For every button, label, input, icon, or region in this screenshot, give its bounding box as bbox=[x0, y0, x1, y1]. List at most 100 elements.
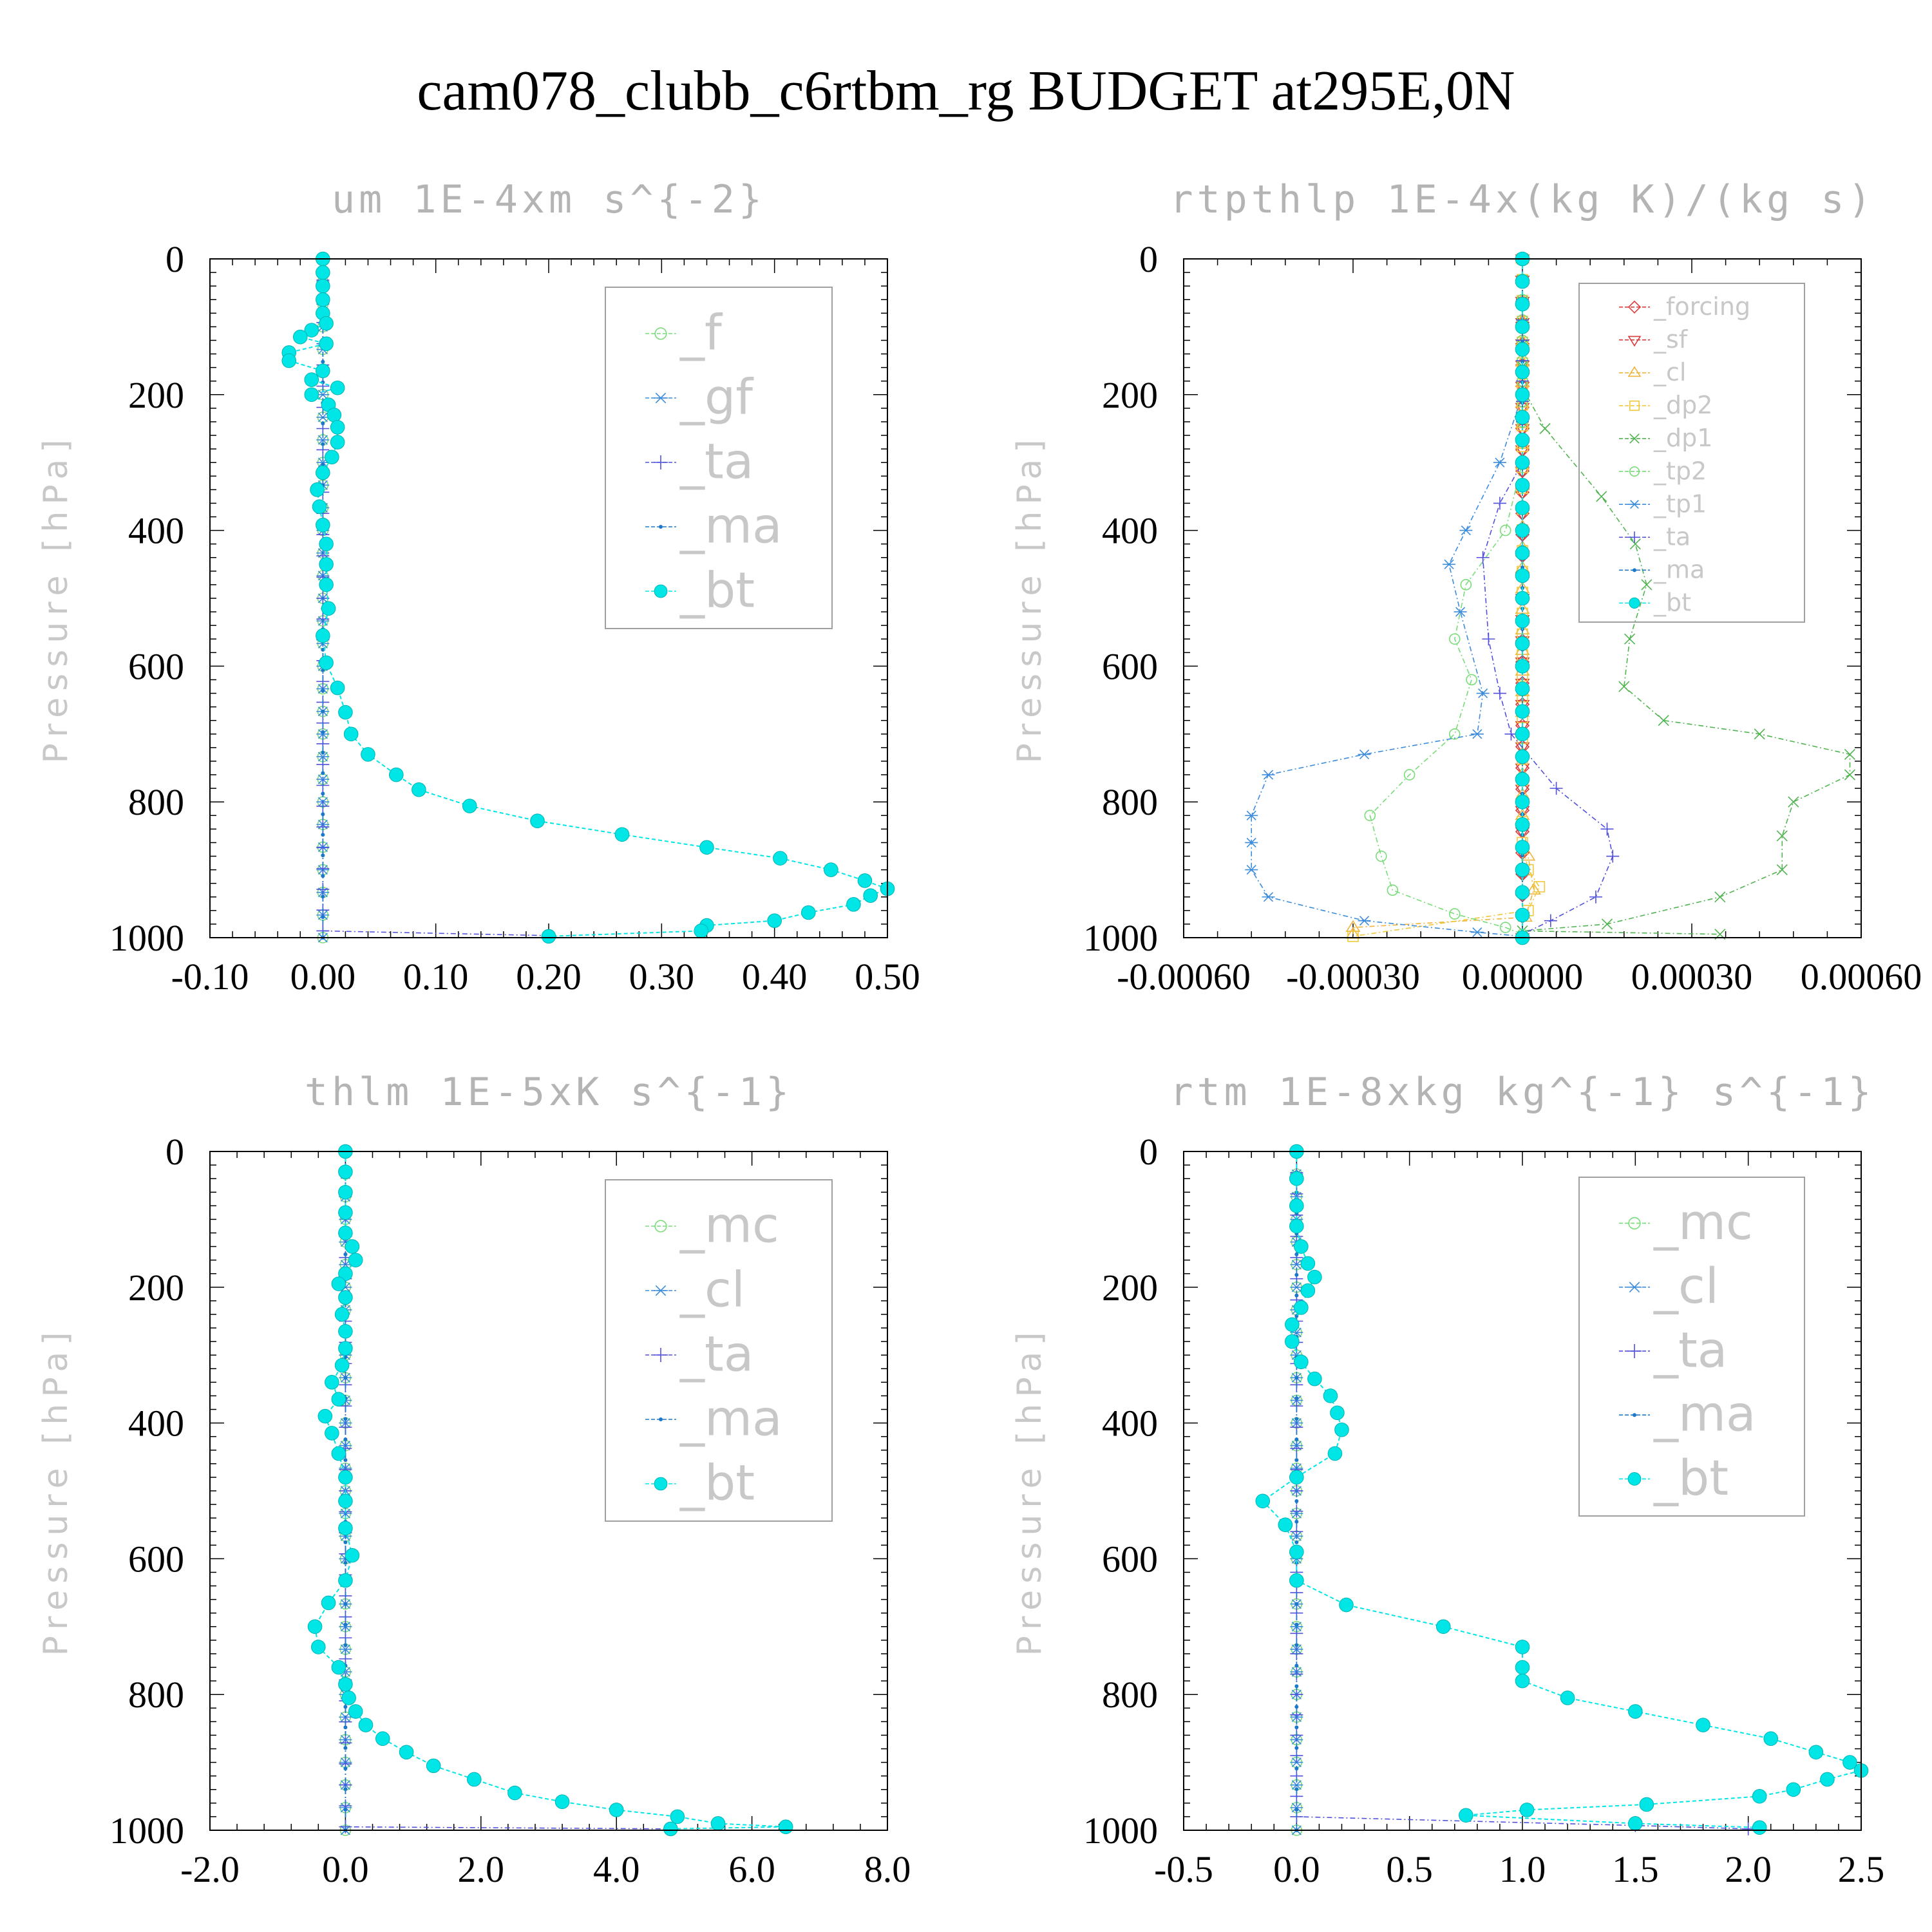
x-tick-label: 0.0 bbox=[1273, 1848, 1320, 1890]
legend-frame bbox=[1578, 283, 1805, 623]
data-point bbox=[1493, 687, 1506, 700]
data-point bbox=[1294, 1458, 1299, 1463]
legend-label: _dp2 bbox=[1653, 391, 1712, 419]
legend: _forcing _sf _cl _dp2 _dp1 _tp2 _tp1 _ta _ma _bt bbox=[1578, 283, 1805, 623]
data-point bbox=[321, 688, 325, 693]
data-point bbox=[1515, 885, 1530, 900]
data-point bbox=[1294, 1787, 1299, 1792]
data-point bbox=[325, 1426, 339, 1441]
data-point bbox=[319, 655, 334, 670]
data-point bbox=[1754, 728, 1765, 740]
data-point bbox=[316, 465, 330, 480]
data-point bbox=[1499, 922, 1511, 933]
data-point bbox=[1435, 1619, 1451, 1634]
panel-title: rtm 1E-8xkg kg^{-1} s^{-1} bbox=[1170, 1070, 1875, 1115]
data-point bbox=[338, 1493, 353, 1509]
data-point bbox=[1289, 1171, 1304, 1186]
y-tick-label: 400 bbox=[1102, 1403, 1158, 1444]
legend-item: _cl bbox=[1619, 1257, 1719, 1314]
data-point bbox=[1307, 1371, 1322, 1387]
legend-label: _f bbox=[679, 303, 723, 361]
legend-label: _ma bbox=[1653, 555, 1705, 583]
data-point bbox=[1294, 1376, 1299, 1380]
data-point bbox=[316, 292, 330, 307]
data-point bbox=[307, 1619, 323, 1634]
data-point bbox=[1752, 1820, 1767, 1835]
data-point bbox=[343, 1766, 348, 1771]
data-point bbox=[1786, 1782, 1801, 1797]
series-line bbox=[1352, 259, 1535, 934]
data-point bbox=[1520, 339, 1524, 343]
data-point bbox=[778, 1819, 793, 1835]
legend: _f _gf _ta _ma _bt bbox=[605, 287, 833, 629]
data-point bbox=[530, 813, 545, 829]
data-point bbox=[1294, 1808, 1299, 1812]
data-point bbox=[1515, 410, 1530, 425]
data-point bbox=[311, 1640, 326, 1654]
data-point bbox=[321, 750, 325, 755]
legend-marker bbox=[654, 455, 668, 469]
x-tick-label: 0.20 bbox=[516, 956, 582, 998]
x-tick-label: 0.40 bbox=[742, 956, 808, 998]
y-tick-label: 200 bbox=[1102, 1267, 1158, 1309]
y-tick-label: 400 bbox=[128, 1403, 184, 1444]
data-point bbox=[773, 851, 788, 866]
legend-frame bbox=[605, 1179, 833, 1522]
x-tick-label: 1.0 bbox=[1499, 1848, 1546, 1890]
data-point bbox=[1300, 1283, 1316, 1298]
legend-marker bbox=[654, 392, 668, 404]
y-axis-label: Pressure [hPa] bbox=[37, 1326, 75, 1656]
data-point bbox=[1294, 1396, 1299, 1401]
y-tick-label: 1000 bbox=[109, 1810, 184, 1852]
data-point bbox=[325, 1375, 339, 1390]
data-point bbox=[1515, 296, 1530, 312]
y-tick-label: 600 bbox=[128, 645, 184, 687]
legend-item: _cl bbox=[1619, 358, 1686, 386]
data-point bbox=[1470, 729, 1484, 739]
data-point bbox=[1601, 918, 1613, 930]
x-tick-label: 2.0 bbox=[1725, 1848, 1772, 1890]
data-point bbox=[1515, 636, 1530, 651]
data-point bbox=[1820, 1772, 1835, 1787]
legend-item: _dp2 bbox=[1619, 391, 1712, 419]
data-point bbox=[319, 536, 334, 551]
y-tick-label: 600 bbox=[1102, 1538, 1158, 1580]
data-point bbox=[316, 628, 330, 643]
data-point bbox=[338, 705, 353, 720]
data-point bbox=[341, 1690, 356, 1705]
data-point bbox=[1641, 579, 1653, 591]
legend-marker bbox=[1629, 466, 1640, 477]
data-point bbox=[1290, 1780, 1303, 1790]
data-point bbox=[1515, 794, 1530, 810]
series-ta bbox=[339, 1145, 677, 1835]
data-point bbox=[1255, 1493, 1271, 1509]
y-tick-label: 400 bbox=[128, 510, 184, 552]
legend-label: _bt bbox=[1653, 589, 1691, 617]
y-tick-label: 600 bbox=[128, 1538, 184, 1580]
legend-item: _ta bbox=[1619, 1321, 1727, 1378]
data-point bbox=[1294, 1519, 1299, 1524]
legend-marker bbox=[654, 1477, 668, 1491]
data-point bbox=[1294, 1499, 1299, 1503]
y-axis-label: Pressure [hPa] bbox=[1010, 433, 1049, 764]
data-point bbox=[1294, 1725, 1299, 1730]
legend-label: _ma bbox=[679, 1389, 782, 1446]
data-point bbox=[1294, 1766, 1299, 1771]
data-point bbox=[1289, 1218, 1304, 1234]
panel-title: um 1E-4xm s^{-2} bbox=[332, 177, 766, 222]
data-point bbox=[1658, 715, 1669, 726]
data-point bbox=[1752, 1789, 1767, 1804]
legend-marker bbox=[1627, 1343, 1642, 1358]
legend-label: _cl bbox=[1653, 1257, 1719, 1314]
legend-marker bbox=[1629, 531, 1640, 544]
data-point bbox=[1387, 884, 1399, 896]
data-point bbox=[1844, 748, 1856, 760]
data-point bbox=[1520, 853, 1524, 858]
legend-label: _tp1 bbox=[1653, 489, 1707, 518]
data-point bbox=[338, 1677, 353, 1692]
data-point bbox=[466, 1772, 482, 1787]
data-point bbox=[1493, 497, 1506, 510]
data-point bbox=[339, 1622, 352, 1632]
data-point bbox=[310, 482, 325, 497]
